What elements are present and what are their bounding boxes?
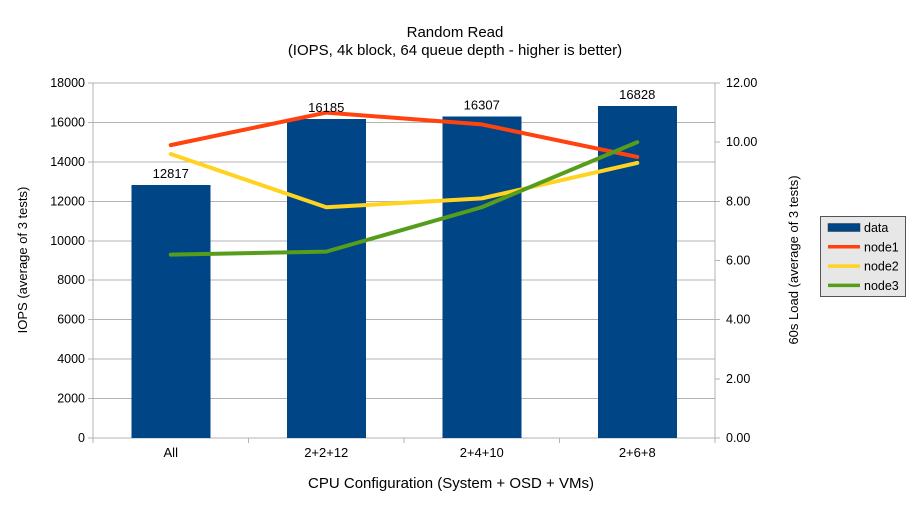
chart-subtitle: (IOPS, 4k block, 64 queue depth - higher… [288, 42, 622, 59]
legend: data node1 node2 node3 [820, 216, 906, 297]
right-axis-tick-label: 4.00 [726, 313, 750, 327]
line-node2 [168, 152, 640, 210]
bar-value-label: 12817 [153, 166, 189, 181]
y-axis-title-left: IOPS (average of 3 tests) [15, 187, 30, 334]
right-axis-tick-label: 0.00 [726, 431, 750, 445]
line-node3 [168, 140, 640, 257]
left-axis-tick-label: 18000 [50, 76, 85, 90]
right-axis-tick-label: 10.00 [726, 135, 757, 149]
line-node1 [168, 110, 640, 159]
left-axis-tick-label: 8000 [57, 273, 85, 287]
left-axis-tick-label: 16000 [50, 115, 85, 129]
left-axis-tick-label: 0 [78, 431, 85, 445]
legend-label-data: data [864, 221, 888, 235]
legend-label-node2: node2 [864, 260, 899, 274]
legend-swatch-data [827, 223, 861, 232]
axis-ticks [88, 82, 720, 443]
bar-All [131, 185, 211, 438]
left-axis-tick-label: 12000 [50, 194, 85, 208]
bar-value-label: 16828 [619, 87, 655, 102]
right-axis-tick-label: 8.00 [726, 194, 750, 208]
left-axis-tick-label: 2000 [57, 392, 85, 406]
x-category-label: All [164, 445, 179, 460]
tick-labels: 0 2000 4000 6000 8000 10000 12000 14000 16000 180… [50, 76, 757, 460]
right-axis-tick-label: 2.00 [726, 372, 750, 386]
left-axis-tick-label: 6000 [57, 313, 85, 327]
bar-value-label: 16185 [308, 100, 344, 115]
x-category-label: 2+2+12 [304, 445, 348, 460]
bar-value-labels: 12817 16185 16307 16828 [153, 87, 656, 181]
left-axis-tick-label: 10000 [50, 234, 85, 248]
line-series [168, 110, 640, 257]
right-axis-tick-label: 12.00 [726, 76, 757, 90]
y-axis-title-right: 60s Load (average of 3 tests) [786, 175, 801, 344]
legend-label-node3: node3 [864, 279, 899, 293]
bar-2+4+10 [442, 116, 522, 439]
bar-2+2+12 [286, 118, 366, 438]
x-category-label: 2+6+8 [619, 445, 656, 460]
chart-title: Random Read [407, 24, 504, 41]
bar-series-data [131, 106, 677, 439]
right-axis-tick-label: 6.00 [726, 254, 750, 268]
x-axis-title: CPU Configuration (System + OSD + VMs) [308, 475, 594, 492]
legend-label-node1: node1 [864, 240, 899, 254]
left-axis-tick-label: 4000 [57, 352, 85, 366]
bar-value-label: 16307 [464, 97, 500, 112]
left-axis-tick-label: 14000 [50, 155, 85, 169]
x-category-label: 2+4+10 [460, 445, 504, 460]
